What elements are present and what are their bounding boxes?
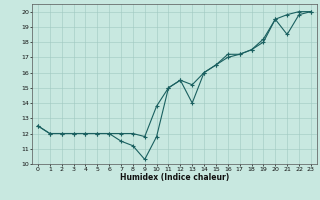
X-axis label: Humidex (Indice chaleur): Humidex (Indice chaleur) — [120, 173, 229, 182]
